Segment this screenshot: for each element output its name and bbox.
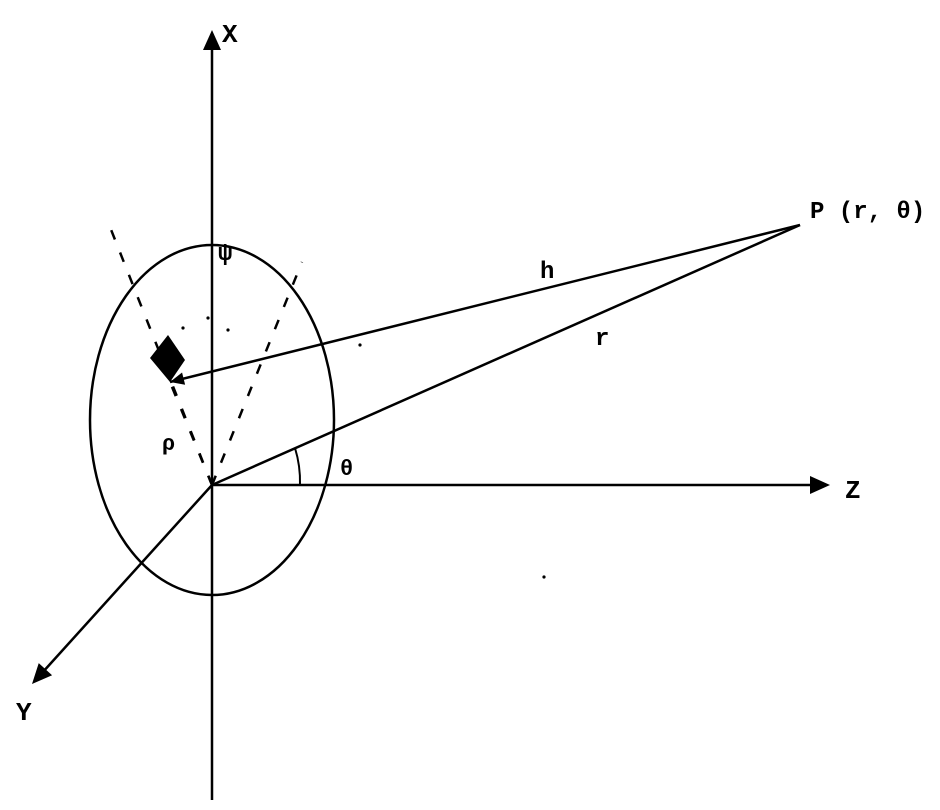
arrowhead <box>203 30 221 50</box>
psi-label: ψ <box>218 241 232 268</box>
y-axis-label: Y <box>16 698 32 728</box>
x-axis-label: X <box>222 20 238 50</box>
speck <box>226 328 229 331</box>
arrowhead <box>810 476 830 494</box>
z-axis-label: Z <box>845 476 861 506</box>
r-line <box>212 225 800 485</box>
speck <box>206 316 209 319</box>
speck <box>542 575 545 578</box>
y-axis <box>42 485 212 673</box>
speck <box>358 343 361 346</box>
point-p-label: P (r, θ) <box>810 199 925 226</box>
r-label: r <box>595 326 609 353</box>
rho-label: ρ <box>162 432 175 457</box>
theta-label: θ <box>340 457 353 482</box>
h-label: h <box>540 259 554 286</box>
speck <box>181 326 184 329</box>
h-line <box>170 225 800 382</box>
theta-arc <box>295 448 300 485</box>
